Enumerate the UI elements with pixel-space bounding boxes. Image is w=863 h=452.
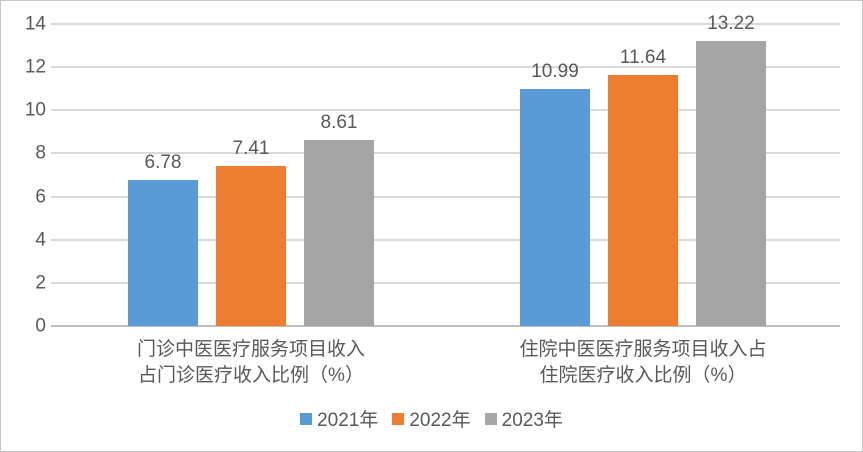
bar-2021年-group1: 6.78 <box>128 152 198 326</box>
value-label: 11.64 <box>619 47 667 68</box>
y-tick-label: 8 <box>35 142 46 164</box>
value-label: 13.22 <box>707 13 755 34</box>
y-tick-label: 2 <box>35 272 46 294</box>
category-label-2: 住院中医医疗服务项目收入占 住院医疗收入比例（%） <box>423 337 862 389</box>
gridline <box>51 152 840 155</box>
y-tick-label: 12 <box>24 56 46 78</box>
gridline <box>51 109 840 112</box>
value-label: 10.99 <box>531 61 579 82</box>
y-tick-label: 4 <box>35 229 46 251</box>
y-tick-label: 0 <box>35 315 46 337</box>
legend-label: 2022年 <box>409 410 471 431</box>
gridline <box>51 195 840 198</box>
bar-group-1: 6.78 7.41 8.61 <box>128 1 374 326</box>
legend-item-2022年: 2022年 <box>392 405 471 432</box>
legend-swatch-icon <box>484 412 497 425</box>
bar-2023年-group2: 13.22 <box>696 13 766 326</box>
value-label: 7.41 <box>232 138 270 159</box>
x-axis-line <box>51 325 840 327</box>
legend-swatch-icon <box>392 412 405 425</box>
legend: 2021年 2022年 2023年 <box>1 405 862 432</box>
legend-label: 2023年 <box>501 410 563 431</box>
y-tick-label: 10 <box>24 99 46 121</box>
legend-item-2023年: 2023年 <box>484 405 563 432</box>
category-label-line: 门诊中医医疗服务项目收入 <box>136 339 365 360</box>
gridline <box>51 23 840 25</box>
bar-2021年-group2: 10.99 <box>520 61 590 326</box>
y-tick-label: 6 <box>35 186 46 208</box>
gridline <box>51 281 840 284</box>
value-label: 6.78 <box>144 152 182 173</box>
gridline <box>51 66 840 69</box>
value-label: 8.61 <box>320 112 358 133</box>
category-label-line: 住院医疗收入比例（%） <box>539 365 747 386</box>
bar-group-2: 10.99 11.64 13.22 <box>520 1 766 326</box>
bar-2022年-group1: 7.41 <box>216 138 286 326</box>
legend-swatch-icon <box>300 412 313 425</box>
legend-item-2021年: 2021年 <box>300 405 378 432</box>
category-label-line: 住院中医医疗服务项目收入占 <box>519 339 767 360</box>
legend-label: 2021年 <box>317 410 379 431</box>
category-label-line: 占门诊医疗收入比例（%） <box>138 365 364 386</box>
gridline <box>51 238 840 241</box>
bar-2022年-group2: 11.64 <box>608 47 678 326</box>
y-tick-label: 14 <box>24 13 46 35</box>
bar-2023年-group1: 8.61 <box>304 112 374 326</box>
category-label-1: 门诊中医医疗服务项目收入 占门诊医疗收入比例（%） <box>31 337 471 389</box>
